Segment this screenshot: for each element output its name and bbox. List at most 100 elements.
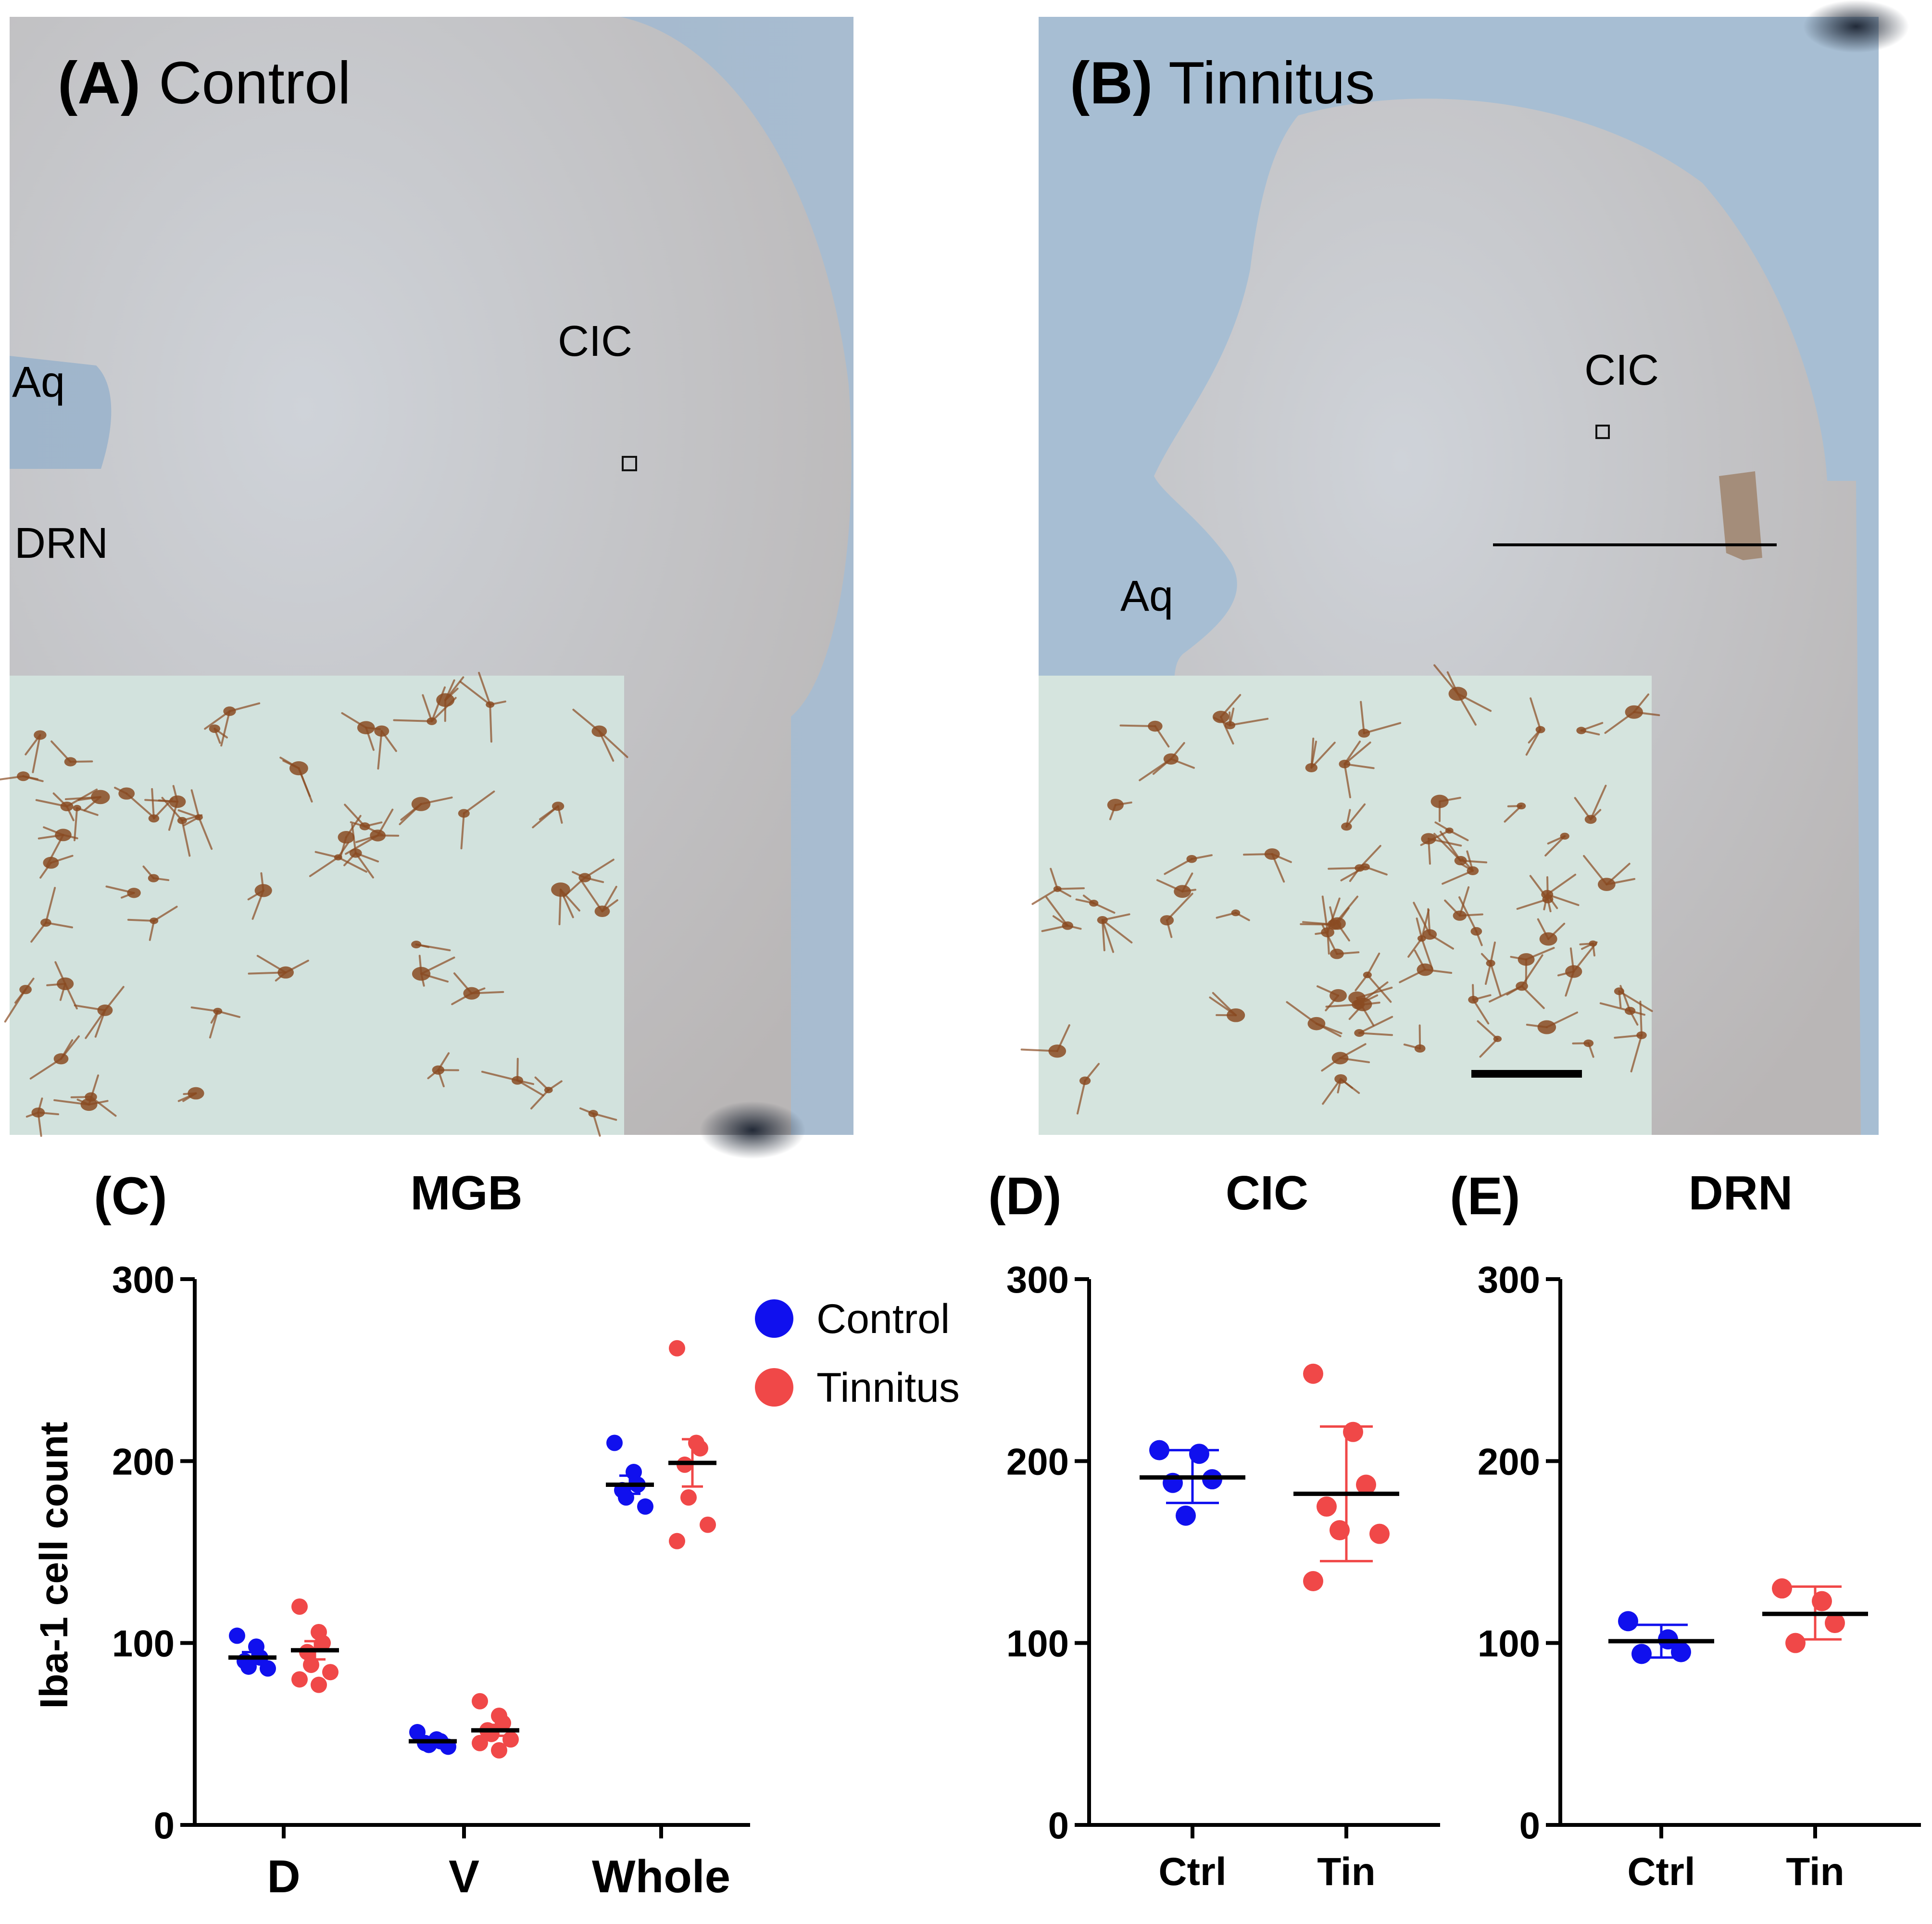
chart-e-title: DRN bbox=[1689, 1166, 1793, 1220]
panel-b-inset-cell-process bbox=[1315, 931, 1329, 935]
panel-b-inset-cell-process bbox=[1181, 889, 1197, 893]
panel-b-inset-cell-process bbox=[1544, 835, 1566, 857]
panel-b-inset-cell-process bbox=[1101, 919, 1115, 953]
panel-b-inset-cell-process bbox=[1440, 830, 1462, 862]
panel-a-inset-cell-process bbox=[213, 728, 221, 744]
panel-b-inset-cell-process bbox=[1229, 711, 1231, 727]
panel-b-inset-cell-process bbox=[1599, 1002, 1631, 1012]
panel-b-inset-cell-process bbox=[1606, 878, 1636, 886]
chart-c-point-control bbox=[618, 1489, 634, 1506]
panel-b-inset-cell-process bbox=[1614, 1034, 1643, 1039]
chart-c-point-tinnitus bbox=[669, 1533, 685, 1549]
legend-control-label: Control bbox=[816, 1296, 950, 1342]
panel-b-label-aq: Aq bbox=[1120, 572, 1173, 620]
panel-b-inset-cell-process bbox=[1355, 974, 1368, 992]
panel-a-inset-cell-process bbox=[37, 1111, 60, 1116]
panel-b-inset-cell-process bbox=[1630, 1034, 1643, 1073]
panel-b-inset-cell-process bbox=[1333, 895, 1359, 926]
panel-b-inset-cell-process bbox=[1633, 693, 1650, 713]
panel-a-inset-cell-process bbox=[228, 702, 261, 713]
chart-d-y-tick-label: 100 bbox=[1006, 1622, 1069, 1665]
panel-b-inset-cell-process bbox=[1271, 853, 1292, 863]
panel-a-inset-cell-process bbox=[516, 1057, 519, 1081]
panel-a-inset-cell-process bbox=[451, 992, 473, 1006]
panel-b-inset-cell-process bbox=[1427, 838, 1431, 865]
panel-b-inset-cell-process bbox=[1618, 990, 1622, 1008]
panel-b-inset-cell-process bbox=[1325, 1003, 1359, 1008]
panel-b-inset-cell-process bbox=[1569, 947, 1575, 973]
panel-b-inset-cell-process bbox=[1082, 894, 1095, 905]
panel-a-dark-vignette bbox=[700, 1101, 805, 1159]
panel-b-inset-cell-process bbox=[1547, 922, 1566, 940]
panel-b-micrograph: (B) Tinnitus CIC Aq bbox=[1020, 0, 1909, 1135]
panel-a-inset-cell-process bbox=[4, 988, 27, 1023]
chart-c-point-tinnitus bbox=[700, 1516, 716, 1533]
chart-e-point-tinnitus bbox=[1812, 1591, 1832, 1611]
panel-b-inset-cell-process bbox=[1243, 853, 1273, 856]
panel-a-inset-cell-process bbox=[88, 1074, 100, 1106]
chart-c-letter: (C) bbox=[94, 1167, 167, 1226]
panel-a-inset-cell-process bbox=[481, 1070, 519, 1081]
panel-a-inset-cell-process bbox=[35, 799, 68, 807]
panel-a-inset-cell-process bbox=[38, 834, 64, 840]
panel-a-inset-cell-process bbox=[94, 1009, 106, 1038]
panel-b-inset-cell-process bbox=[1521, 985, 1545, 1009]
chart-d-x-tick-label: Ctrl bbox=[1158, 1850, 1226, 1894]
panel-b-inset-cell-process bbox=[1328, 867, 1361, 870]
panel-b-inset-cell-process bbox=[1321, 1057, 1342, 1072]
panel-a-inset-cell-process bbox=[177, 1092, 197, 1102]
panel-a-inset-cell-process bbox=[149, 919, 155, 941]
chart-c-point-tinnitus bbox=[491, 1742, 507, 1759]
chart-c-point-tinnitus bbox=[692, 1440, 708, 1457]
panel-a-inset-cell-process bbox=[209, 1010, 219, 1039]
panel-a-inset-cell-process bbox=[22, 775, 38, 780]
panel-b-inset-cell-process bbox=[1484, 962, 1492, 985]
panel-b-inset-cell-process bbox=[1416, 917, 1423, 940]
chart-c-point-control bbox=[240, 1658, 257, 1675]
chart-e-drn: 0 100 200 300 Ctrl Tin bbox=[1478, 1258, 1921, 1894]
panel-b-inset-cell-process bbox=[1209, 996, 1237, 1017]
chart-c-y-tick-label: 200 bbox=[112, 1440, 175, 1483]
panel-a-inset-cell-process bbox=[420, 956, 455, 975]
panel-a-inset-cell-process bbox=[37, 1097, 43, 1114]
panel-a-inset-cell-process bbox=[43, 826, 64, 836]
panel-a-inset-cell-process bbox=[83, 796, 101, 811]
panel-a-inset-cell-process bbox=[32, 734, 41, 773]
panel-a-inset-cell-process bbox=[341, 712, 367, 729]
panel-a-inset-cell-process bbox=[592, 1112, 601, 1137]
panel-a-inset-cell-process bbox=[478, 672, 491, 706]
panel-a-inset-cell-process bbox=[25, 734, 41, 755]
panel-a-inset-cell-process bbox=[339, 836, 347, 859]
panel-b-inset-cell-process bbox=[1066, 924, 1082, 930]
panel-a-inset-cell-process bbox=[470, 987, 486, 994]
panel-b-inset-cell-process bbox=[1345, 809, 1351, 828]
chart-c-point-tinnitus bbox=[291, 1598, 308, 1615]
panel-b-inset-cell-process bbox=[1413, 902, 1431, 936]
panel-b-inset-cell-process bbox=[1490, 962, 1502, 996]
panel-a-inset-cell-process bbox=[125, 792, 156, 819]
chart-d-point-tinnitus bbox=[1303, 1571, 1323, 1592]
panel-b-inset-cell-process bbox=[1343, 741, 1361, 765]
chart-c-point-tinnitus bbox=[502, 1731, 519, 1748]
panel-a-inset-cell-process bbox=[437, 1069, 445, 1087]
chart-d-x-tick-label: Tin bbox=[1317, 1850, 1375, 1894]
panel-a-inset-cell-process bbox=[45, 887, 56, 924]
chart-c-title: MGB bbox=[410, 1166, 522, 1220]
panel-a-inset-cell-process bbox=[64, 982, 78, 1010]
chart-c-point-tinnitus bbox=[472, 1735, 488, 1751]
panel-a-inset-cell-process bbox=[572, 871, 586, 879]
panel-a-inset-cell-process bbox=[420, 972, 449, 983]
panel-b-dark-vignette bbox=[1803, 0, 1909, 53]
panel-b-inset-cell-process bbox=[1156, 879, 1184, 893]
panel-a-inset-cell-process bbox=[204, 710, 231, 730]
panel-a-inset-cell-process bbox=[350, 821, 366, 828]
panel-b-inset-cell-process bbox=[1458, 886, 1470, 917]
panel-b-inset-cell-process bbox=[1456, 692, 1492, 712]
panel-a-inset-cell-process bbox=[247, 889, 264, 901]
panel-b-inset-cell-process bbox=[1166, 893, 1193, 921]
panel-a-inset-cell-process bbox=[376, 808, 394, 837]
panel-a-inset-cell-process bbox=[422, 694, 433, 722]
panel-b-inset-cell-process bbox=[1343, 763, 1352, 799]
panel-a-inset-cell-process bbox=[73, 807, 78, 842]
